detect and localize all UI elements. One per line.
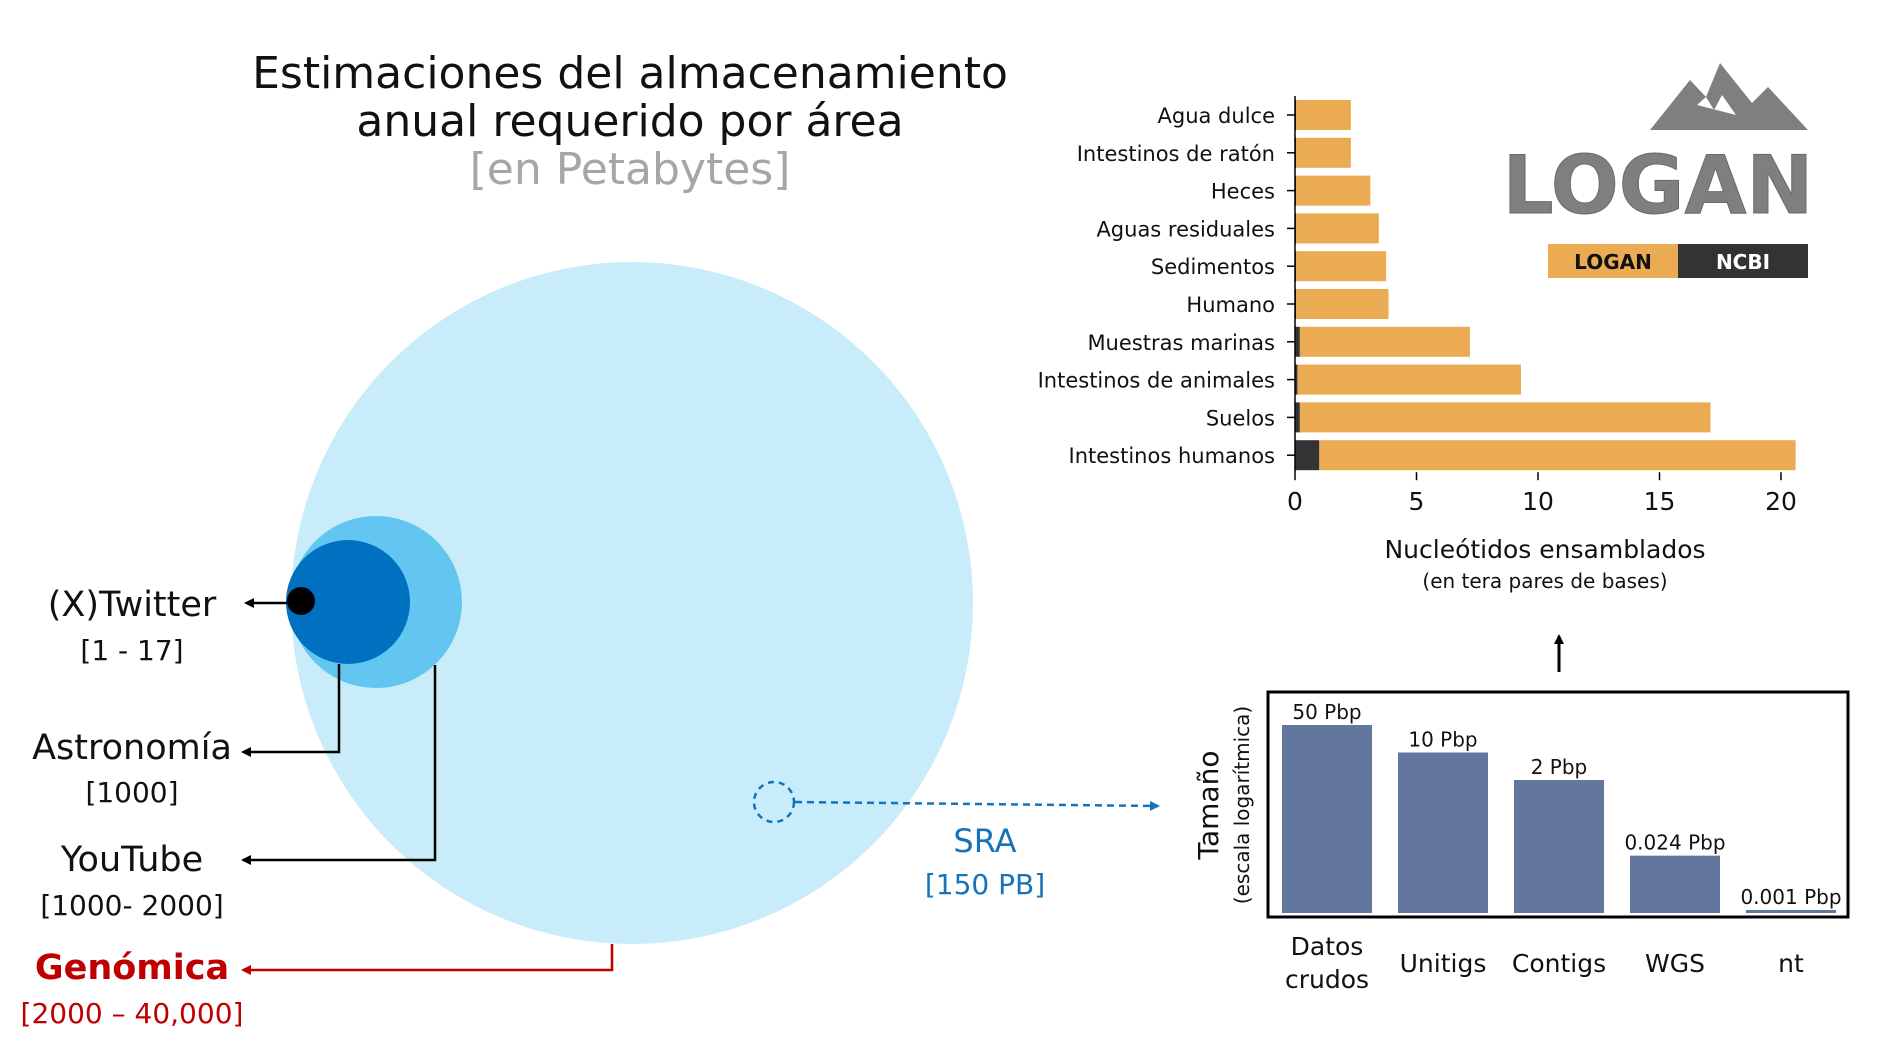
bar-logan [1296, 100, 1351, 130]
category-label: Suelos [1206, 406, 1275, 430]
bar-logan [1296, 137, 1351, 168]
size-bar [1282, 725, 1372, 913]
sra-arrow [794, 800, 1160, 811]
logo-text: LOGAN [1503, 139, 1814, 225]
category-label: Heces [1211, 180, 1275, 204]
youtube-arrow [241, 665, 437, 865]
category-label: Aguas residuales [1096, 217, 1275, 241]
x-tick-label: 5 [1409, 487, 1425, 516]
genomics-circle [291, 262, 973, 944]
x-tick-label: 0 [1287, 487, 1303, 516]
y-axis-label: Tamaño [1192, 751, 1225, 861]
sra-circle [752, 780, 796, 824]
astronomy-label: Astronomía [32, 728, 232, 768]
plot-frame [1266, 690, 1850, 919]
x-tick-label: 15 [1644, 487, 1676, 516]
category-label: WGS [1645, 949, 1705, 978]
legend-ncbi [1678, 244, 1808, 278]
legend-ncbi-label: NCBI [1716, 250, 1770, 274]
category-label: crudos [1285, 965, 1369, 994]
bar-logan [1296, 289, 1389, 319]
bar-ncbi [1295, 364, 1298, 395]
category-label: Intestinos humanos [1069, 444, 1275, 468]
category-label: Muestras marinas [1087, 331, 1275, 355]
x-tick-label: 10 [1522, 487, 1554, 516]
sra-label: SRA [953, 822, 1017, 860]
bar-logan [1297, 364, 1521, 395]
mountain-icon [1650, 63, 1808, 130]
bar-logan [1296, 175, 1371, 206]
category-label: Contigs [1512, 949, 1606, 978]
category-label: Unitigs [1400, 949, 1487, 978]
bar-logan [1299, 326, 1470, 357]
bar-data-label: 10 Pbp [1408, 728, 1477, 752]
page-subtitle: [en Petabytes] [469, 144, 791, 195]
x-tick-label: 20 [1765, 487, 1797, 516]
logan-logo: LOGAN [1502, 63, 1814, 225]
category-label: nt [1778, 949, 1804, 978]
y-axis-sublabel: (escala logarítmica) [1230, 706, 1254, 904]
bar-logan [1319, 440, 1796, 471]
x-axis-label: Nucleótidos ensamblados [1384, 535, 1705, 564]
bar-data-label: 50 Pbp [1292, 700, 1361, 724]
size-bar [1398, 752, 1488, 913]
category-label: Intestinos de animales [1038, 369, 1275, 393]
bar-logan [1299, 402, 1711, 433]
size-bar [1630, 855, 1720, 913]
astronomy-circle [286, 540, 410, 664]
twitter-range: [1 - 17] [80, 634, 184, 667]
astronomy-arrow [241, 664, 341, 757]
genomics-range: [2000 – 40,000] [20, 997, 244, 1030]
bar-ncbi [1295, 440, 1320, 471]
bar-data-label: 0.001 Pbp [1740, 885, 1841, 909]
sra-range: [150 PB] [924, 868, 1046, 901]
bar-data-label: 0.024 Pbp [1624, 831, 1725, 855]
page-title: Estimaciones del almacenamiento [252, 48, 1008, 99]
legend-logan [1548, 244, 1678, 278]
category-label: Sedimentos [1151, 255, 1275, 279]
bar-data-label: 2 Pbp [1531, 755, 1588, 779]
size-bar [1514, 780, 1604, 913]
twitter-label: (X)Twitter [47, 585, 217, 625]
youtube-label: YouTube [60, 840, 204, 880]
category-label: Intestinos de ratón [1077, 142, 1275, 166]
size-bar [1746, 910, 1836, 913]
bar-ncbi [1295, 402, 1300, 433]
category-label: Datos [1291, 932, 1364, 961]
genomics-arrow [241, 944, 614, 975]
youtube-range: [1000- 2000] [40, 889, 224, 922]
astronomy-range: [1000] [85, 776, 179, 809]
bar-logan [1296, 251, 1387, 282]
page-title-line2: anual requerido por área [356, 96, 904, 147]
twitter-circle [287, 587, 315, 615]
category-label: Agua dulce [1158, 104, 1276, 128]
category-label: Humano [1186, 293, 1275, 317]
bar-logan [1296, 213, 1379, 244]
legend-logan-label: LOGAN [1574, 250, 1652, 274]
bar-ncbi [1295, 326, 1300, 357]
x-axis-sublabel: (en tera pares de bases) [1422, 569, 1667, 593]
genomics-label: Genómica [34, 948, 230, 988]
